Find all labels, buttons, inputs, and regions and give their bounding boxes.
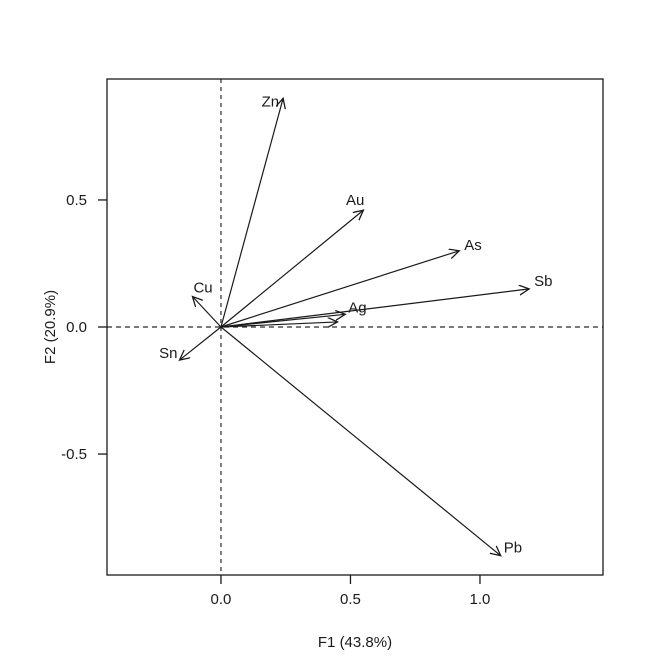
loading-label-Ag: Ag xyxy=(348,299,366,316)
y-tick-label--0.5: -0.5 xyxy=(61,446,87,463)
x-tick-label-0.5: 0.5 xyxy=(340,591,361,608)
loading-arrow-Sb xyxy=(220,289,529,328)
y-tick-label-0.5: 0.5 xyxy=(66,192,87,209)
loading-label-Sb: Sb xyxy=(534,273,552,290)
loading-label-Cu: Cu xyxy=(193,280,212,297)
loading-arrow-Au xyxy=(220,210,363,328)
loading-arrow-As xyxy=(220,251,459,328)
loading-label-Au: Au xyxy=(346,192,364,209)
loading-label-Zn: Zn xyxy=(262,93,280,110)
loading-arrow-unlabeled-5 xyxy=(220,322,338,327)
y-tick-label-0.0: 0.0 xyxy=(66,319,87,336)
loading-arrow-Ag xyxy=(220,314,345,328)
loading-label-Sn: Sn xyxy=(159,345,177,362)
y-axis-title: F2 (20.9%) xyxy=(42,290,59,364)
loading-arrow-Sn xyxy=(180,326,222,360)
loading-label-As: As xyxy=(464,237,482,254)
x-axis-title: F1 (43.8%) xyxy=(318,634,392,651)
loading-label-Pb: Pb xyxy=(504,540,522,557)
x-tick-label-1.0: 1.0 xyxy=(470,591,491,608)
x-tick-label-0.0: 0.0 xyxy=(211,591,232,608)
plot-area: 0.0 0.5 1.0 0.5 0.0 -0.5 Zn Au As Sb Ag Cu Sn Pb xyxy=(61,78,604,608)
loading-arrow-Zn xyxy=(220,98,283,328)
loading-arrow-Pb xyxy=(220,326,501,556)
loading-arrow-Cu xyxy=(192,297,222,328)
